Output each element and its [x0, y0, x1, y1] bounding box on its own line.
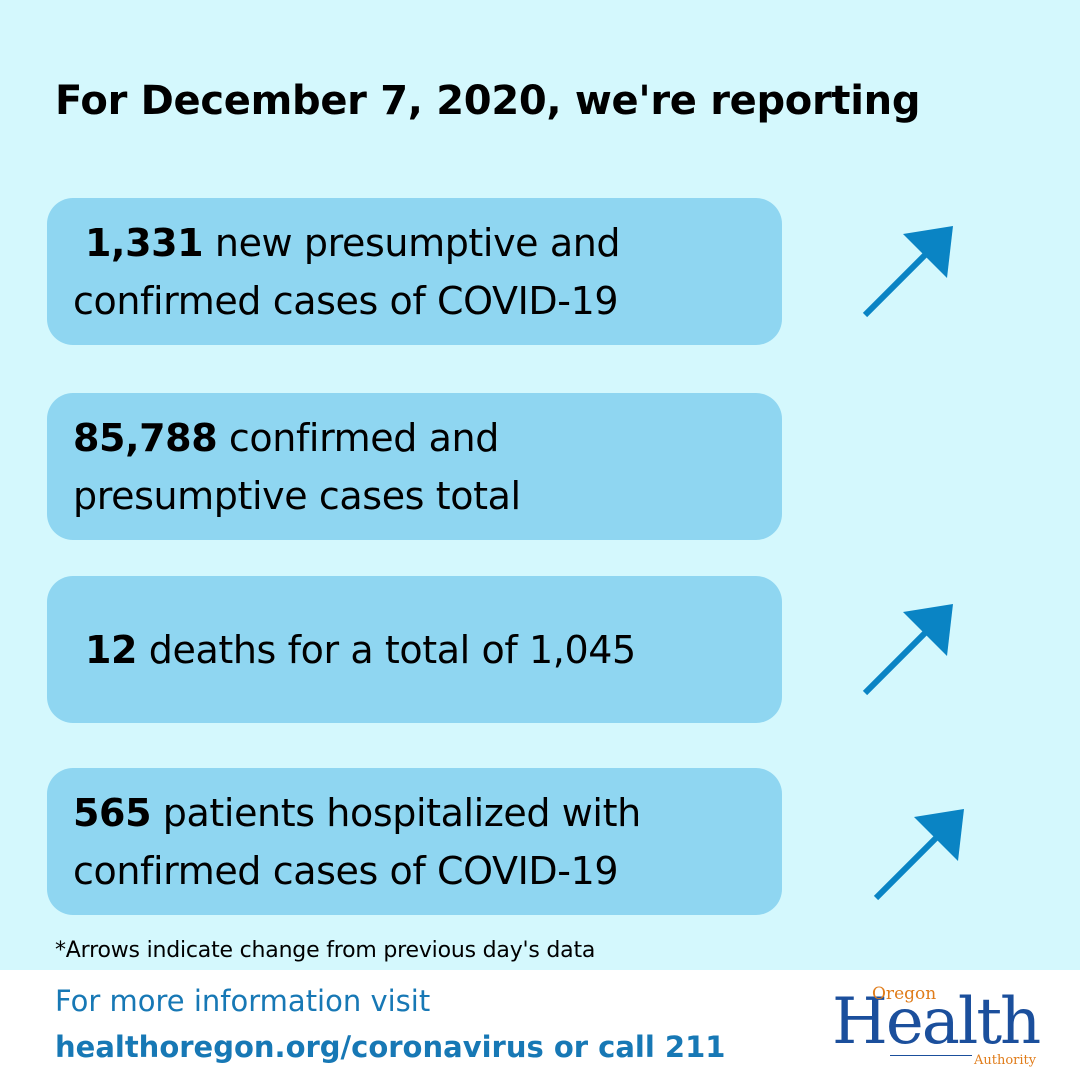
footer: For more information visit healthoregon.… [0, 970, 1080, 1080]
stat-number: 12 [85, 627, 138, 672]
footer-info-text: For more information visit [55, 984, 431, 1018]
stat-label-line2: confirmed cases of COVID-19 [73, 278, 619, 323]
stat-card-text: 12 deaths for a total of 1,045 [73, 621, 636, 679]
logo-health-text: Health [832, 985, 1041, 1059]
stat-card-total-cases: 85,788 confirmed and presumptive cases t… [47, 393, 782, 540]
stat-card-text: 85,788 confirmed and presumptive cases t… [73, 409, 521, 525]
stat-label-line2: confirmed cases of COVID-19 [73, 848, 619, 893]
footer-link-text[interactable]: healthoregon.org/coronavirus or call 211 [55, 1030, 726, 1064]
stat-label: confirmed and [217, 415, 499, 460]
stat-number: 85,788 [73, 415, 218, 460]
oregon-health-authority-logo: Health Oregon Authority [832, 980, 1052, 1080]
footnote: *Arrows indicate change from previous da… [55, 938, 596, 963]
stat-card-deaths: 12 deaths for a total of 1,045 [47, 576, 782, 723]
stat-card-new-cases: 1,331 new presumptive and confirmed case… [47, 198, 782, 345]
stat-number: 565 [73, 790, 152, 835]
logo-oregon-text: Oregon [872, 984, 937, 1004]
stat-label-line2: presumptive cases total [73, 473, 521, 518]
stat-label: patients hospitalized with [151, 790, 641, 835]
up-right-arrow-icon [873, 809, 964, 901]
stat-card-text: 1,331 new presumptive and confirmed case… [73, 214, 621, 330]
stat-number: 1,331 [85, 220, 204, 265]
stat-label: new presumptive and [203, 220, 621, 265]
stat-card-hospitalized: 565 patients hospitalized with confirmed… [47, 768, 782, 915]
logo-rule [890, 1055, 972, 1056]
up-right-arrow-icon [862, 226, 953, 318]
stat-label: deaths for a total of 1,045 [137, 627, 636, 672]
page-title: For December 7, 2020, we're reporting [55, 78, 921, 124]
stat-card-text: 565 patients hospitalized with confirmed… [73, 784, 641, 900]
up-right-arrow-icon [862, 604, 953, 696]
logo-authority-text: Authority [974, 1053, 1037, 1068]
